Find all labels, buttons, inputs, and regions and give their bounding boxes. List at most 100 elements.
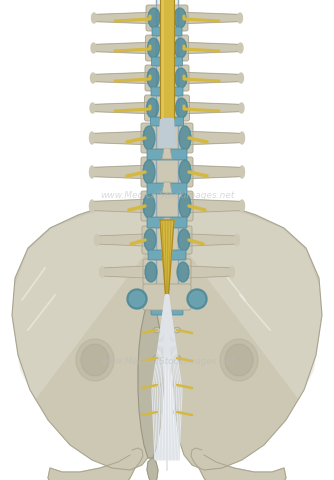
FancyBboxPatch shape	[151, 117, 183, 126]
Ellipse shape	[175, 68, 187, 88]
Ellipse shape	[174, 38, 186, 58]
Ellipse shape	[173, 327, 180, 333]
Ellipse shape	[174, 383, 179, 387]
FancyBboxPatch shape	[143, 284, 191, 310]
Ellipse shape	[174, 356, 179, 360]
Ellipse shape	[173, 383, 180, 387]
Ellipse shape	[155, 383, 160, 387]
Polygon shape	[190, 166, 242, 179]
Polygon shape	[186, 72, 241, 84]
FancyBboxPatch shape	[146, 35, 188, 61]
FancyBboxPatch shape	[145, 65, 189, 91]
Polygon shape	[94, 43, 149, 53]
FancyBboxPatch shape	[147, 183, 187, 194]
Polygon shape	[147, 67, 187, 89]
Polygon shape	[191, 448, 286, 480]
Polygon shape	[143, 125, 191, 151]
Polygon shape	[160, 220, 174, 295]
Ellipse shape	[100, 266, 105, 277]
Ellipse shape	[237, 13, 242, 23]
Ellipse shape	[239, 200, 244, 212]
Ellipse shape	[220, 339, 258, 381]
Polygon shape	[93, 103, 148, 113]
Polygon shape	[144, 228, 190, 252]
FancyBboxPatch shape	[152, 57, 182, 66]
Ellipse shape	[148, 8, 160, 28]
Polygon shape	[162, 182, 172, 193]
Polygon shape	[186, 103, 241, 113]
Ellipse shape	[147, 98, 159, 118]
Polygon shape	[162, 88, 172, 97]
Ellipse shape	[81, 344, 109, 376]
Ellipse shape	[143, 194, 155, 218]
Ellipse shape	[76, 339, 114, 381]
Polygon shape	[162, 58, 172, 67]
Polygon shape	[12, 202, 167, 470]
Polygon shape	[92, 132, 144, 144]
FancyBboxPatch shape	[141, 123, 193, 153]
Ellipse shape	[90, 103, 95, 113]
Ellipse shape	[130, 291, 145, 307]
Polygon shape	[190, 200, 242, 213]
FancyBboxPatch shape	[145, 95, 189, 121]
Ellipse shape	[155, 410, 160, 414]
Ellipse shape	[229, 266, 234, 277]
Ellipse shape	[225, 344, 253, 376]
Polygon shape	[143, 159, 191, 185]
Ellipse shape	[95, 235, 100, 245]
Polygon shape	[167, 205, 322, 400]
Ellipse shape	[155, 328, 160, 332]
Ellipse shape	[234, 235, 239, 245]
Ellipse shape	[127, 289, 147, 309]
Ellipse shape	[238, 73, 243, 83]
FancyBboxPatch shape	[141, 157, 193, 187]
Ellipse shape	[154, 409, 161, 415]
Ellipse shape	[174, 8, 186, 28]
Ellipse shape	[174, 328, 179, 332]
Polygon shape	[138, 300, 163, 458]
FancyBboxPatch shape	[147, 149, 187, 160]
FancyBboxPatch shape	[141, 191, 193, 221]
Ellipse shape	[144, 229, 156, 251]
Polygon shape	[147, 97, 187, 119]
Ellipse shape	[90, 200, 95, 212]
Ellipse shape	[91, 73, 96, 83]
Ellipse shape	[143, 126, 155, 150]
Polygon shape	[189, 234, 237, 246]
Polygon shape	[162, 28, 172, 37]
Ellipse shape	[143, 160, 155, 184]
Polygon shape	[94, 12, 149, 24]
Polygon shape	[92, 166, 144, 179]
Polygon shape	[162, 251, 172, 261]
Ellipse shape	[238, 43, 243, 53]
Polygon shape	[162, 218, 172, 228]
Ellipse shape	[173, 356, 180, 360]
Ellipse shape	[147, 68, 159, 88]
Ellipse shape	[187, 289, 207, 309]
Ellipse shape	[90, 132, 95, 144]
Ellipse shape	[154, 383, 161, 387]
Text: www.MedicalStockImages.net: www.MedicalStockImages.net	[100, 358, 234, 367]
FancyBboxPatch shape	[142, 226, 192, 254]
Ellipse shape	[154, 356, 161, 360]
Ellipse shape	[145, 262, 157, 282]
Ellipse shape	[179, 194, 191, 218]
Ellipse shape	[179, 126, 191, 150]
Ellipse shape	[174, 410, 179, 414]
FancyBboxPatch shape	[151, 306, 183, 315]
Ellipse shape	[155, 356, 160, 360]
Polygon shape	[92, 200, 144, 213]
FancyBboxPatch shape	[151, 87, 183, 96]
Ellipse shape	[173, 409, 180, 415]
Ellipse shape	[154, 327, 161, 333]
Ellipse shape	[239, 103, 244, 113]
Polygon shape	[161, 0, 164, 118]
Polygon shape	[48, 448, 143, 480]
Ellipse shape	[148, 38, 160, 58]
Ellipse shape	[90, 166, 95, 178]
Ellipse shape	[239, 166, 244, 178]
Ellipse shape	[175, 98, 187, 118]
FancyBboxPatch shape	[148, 250, 186, 260]
Polygon shape	[160, 0, 174, 118]
Polygon shape	[158, 118, 176, 148]
